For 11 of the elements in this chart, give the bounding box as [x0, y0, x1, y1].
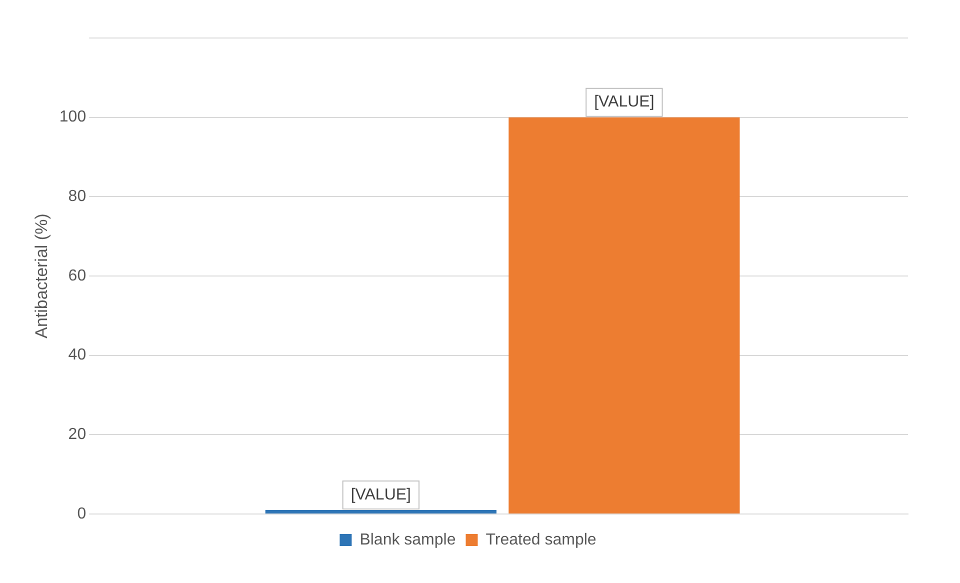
y-tick-label: 20: [68, 426, 86, 444]
y-tick-label: 60: [68, 267, 86, 284]
data-label: [VALUE]: [350, 486, 411, 504]
y-tick-label: 100: [59, 108, 86, 126]
legend-label: Blank sample: [360, 531, 456, 548]
data-label: [VALUE]: [594, 94, 654, 111]
y-tick-label: 80: [68, 188, 86, 206]
legend-label: Treated sample: [486, 531, 596, 548]
y-tick-label: 40: [68, 346, 86, 364]
y-tick-label: 0: [77, 505, 86, 522]
y-axis-title: Antibacterial (%): [32, 214, 51, 338]
